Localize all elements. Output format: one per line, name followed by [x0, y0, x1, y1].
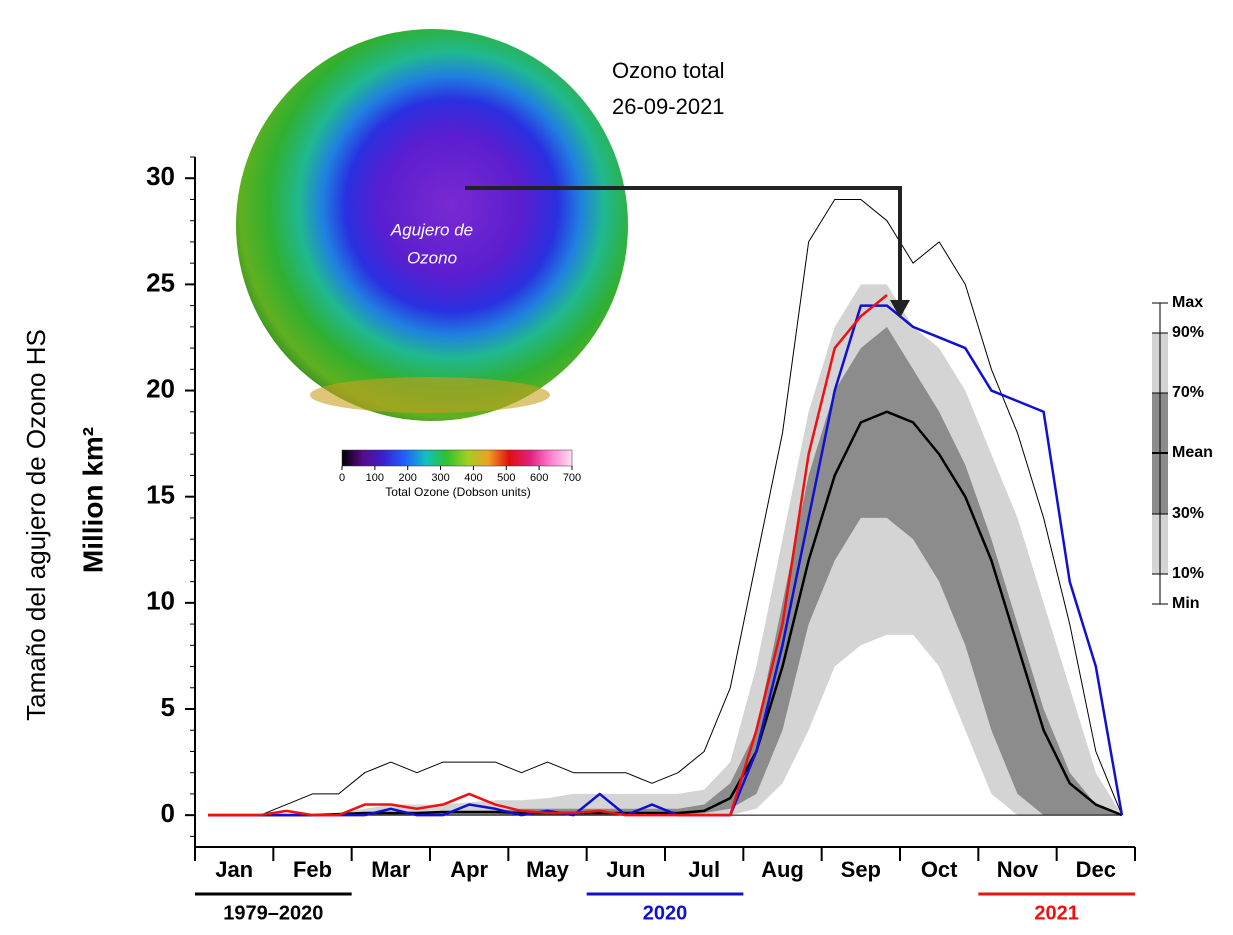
annotation: Ozono total: [612, 58, 725, 83]
annotation: 26-09-2021: [612, 94, 725, 119]
series-line: [208, 410, 1123, 817]
series-line: [208, 304, 1124, 817]
colorbar-tick-label: 200: [399, 472, 417, 484]
y-tick-label: 25: [146, 267, 175, 297]
x-tick-label: Jun: [606, 857, 645, 882]
colorbar: [341, 449, 573, 467]
x-tick-label: Nov: [997, 857, 1039, 882]
x-tick-label: Feb: [293, 857, 332, 882]
y-title: Million km²: [77, 427, 108, 573]
ozone-globe: [236, 29, 628, 421]
series-line: [208, 198, 1123, 816]
x-tick-label: Oct: [921, 857, 958, 882]
colorbar-tick-label: 700: [563, 472, 581, 484]
colorbar-tick-label: 100: [366, 472, 384, 484]
x-tick-label: Sep: [841, 857, 881, 882]
period-label: 2021: [1034, 902, 1079, 924]
y-title-outer: Tamaño del agujero de Ozono HS: [21, 329, 51, 721]
legend-label: Mean: [1172, 444, 1213, 461]
percentile-band: [208, 326, 1122, 816]
legend-label: 90%: [1172, 324, 1204, 341]
y-tick-label: 10: [146, 586, 175, 616]
hole-label: Agujero de: [390, 220, 473, 239]
x-tick-label: May: [526, 857, 570, 882]
colorbar-tick-label: 300: [431, 472, 449, 484]
x-tick-label: Aug: [761, 857, 804, 882]
series-line: [208, 294, 888, 817]
legend-label: 70%: [1172, 384, 1204, 401]
x-tick-label: Apr: [450, 857, 488, 882]
y-tick-label: 5: [161, 692, 175, 722]
globe-shading: [310, 377, 550, 413]
y-tick-label: 30: [146, 161, 175, 191]
y-tick-label: 15: [146, 480, 175, 510]
hole-label: Ozono: [407, 248, 457, 267]
arrow-head: [890, 300, 910, 318]
colorbar-tick-label: 400: [464, 472, 482, 484]
legend-label: Min: [1172, 595, 1200, 612]
colorbar-tick-label: 0: [339, 472, 345, 484]
x-tick-label: Jan: [215, 857, 253, 882]
legend-label: 30%: [1172, 505, 1204, 522]
y-tick-label: 20: [146, 373, 175, 403]
colorbar-label: Total Ozone (Dobson units): [385, 485, 530, 499]
legend-label: Max: [1172, 294, 1203, 311]
colorbar-tick-label: 600: [530, 472, 548, 484]
x-tick-label: Dec: [1076, 857, 1116, 882]
legend-label: 10%: [1172, 565, 1204, 582]
plot: [185, 156, 1136, 861]
period-label: 1979–2020: [223, 902, 323, 924]
x-tick-label: Mar: [371, 857, 411, 882]
period-label: 2020: [643, 902, 688, 924]
y-tick-label: 0: [161, 798, 175, 828]
colorbar-tick-label: 500: [497, 472, 515, 484]
x-tick-label: Jul: [688, 857, 720, 882]
arrow: [465, 186, 902, 310]
